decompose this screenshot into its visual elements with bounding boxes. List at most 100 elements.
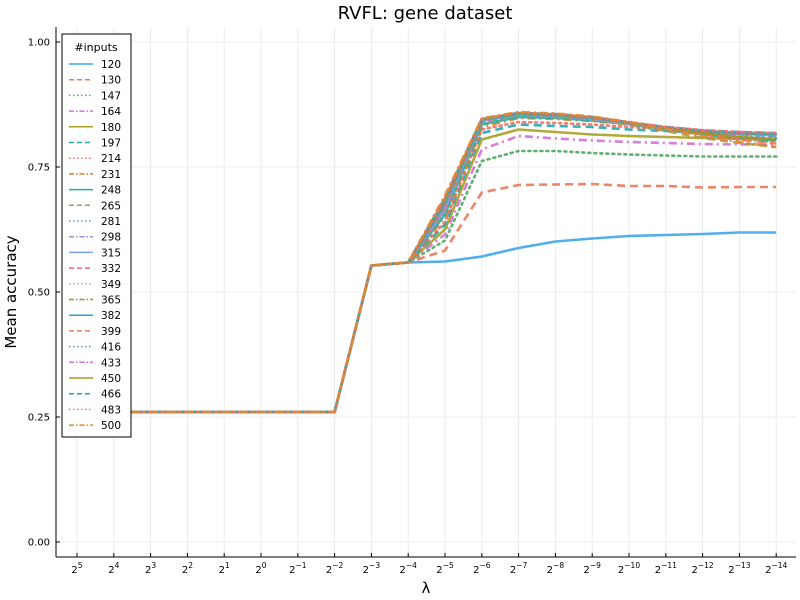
legend-label-382: 382 [101, 310, 121, 322]
x-tick-base: 2 [618, 565, 624, 576]
x-tick-base: 2 [510, 565, 516, 576]
legend-label-147: 147 [101, 90, 121, 102]
x-tick-label: 2−13 [728, 561, 750, 576]
y-axis-label: Mean accuracy [2, 235, 20, 348]
y-tick-label: 0.25 [28, 413, 50, 424]
legend-label-130: 130 [101, 75, 121, 87]
legend-label-214: 214 [101, 153, 121, 165]
x-tick-label: 25 [71, 561, 82, 576]
x-tick-base: 2 [728, 565, 734, 576]
x-tick-base: 2 [108, 565, 114, 576]
legend-label-180: 180 [101, 122, 121, 134]
x-tick-base: 2 [363, 565, 369, 576]
x-tick-base: 2 [655, 565, 661, 576]
y-tick-label: 1.00 [28, 38, 50, 49]
x-tick-base: 2 [289, 565, 295, 576]
x-tick-exponent: −1 [295, 561, 306, 570]
x-tick-base: 2 [547, 565, 553, 576]
legend-label-349: 349 [101, 279, 121, 291]
x-tick-exponent: 1 [225, 561, 230, 570]
x-tick-base: 2 [436, 565, 442, 576]
y-tick-label: 0.75 [28, 163, 50, 174]
x-tick-label: 21 [219, 561, 230, 576]
legend-label-248: 248 [101, 185, 121, 197]
x-tick-label: 2−12 [691, 561, 713, 576]
x-tick-label: 2−3 [363, 561, 381, 576]
x-tick-exponent: −3 [369, 561, 380, 570]
legend-label-466: 466 [101, 389, 121, 401]
x-tick-exponent: 4 [115, 561, 120, 570]
x-tick-label: 2−11 [655, 561, 677, 576]
legend-label-197: 197 [101, 138, 121, 150]
chart-title: RVFL: gene dataset [338, 3, 513, 24]
series-line-483 [75, 111, 778, 414]
x-tick-exponent: 3 [151, 561, 156, 570]
x-tick-label: 2−1 [289, 561, 307, 576]
y-tick-label: 0.50 [28, 288, 50, 299]
x-tick-base: 2 [255, 565, 261, 576]
x-tick-base: 2 [691, 565, 697, 576]
x-tick-exponent: −8 [553, 561, 564, 570]
x-tick-base: 2 [473, 565, 479, 576]
legend-label-416: 416 [101, 342, 121, 354]
x-tick-label: 2−9 [583, 561, 601, 576]
legend-label-450: 450 [101, 373, 121, 385]
x-tick-exponent: −13 [735, 561, 751, 570]
legend-label-399: 399 [101, 326, 121, 338]
x-tick-labels: 25 24 23 22 21 20 2−1 2−2 2−3 2−4 2−5 2−6 2−7 2−8 2−9 2… [71, 553, 788, 576]
x-tick-exponent: −11 [661, 561, 677, 570]
x-tick-label: 2−8 [547, 561, 565, 576]
x-tick-label: 23 [145, 561, 156, 576]
x-tick-base: 2 [182, 565, 188, 576]
legend-label-120: 120 [101, 59, 121, 71]
x-tick-base: 2 [326, 565, 332, 576]
x-tick-base: 2 [145, 565, 151, 576]
x-tick-label: 20 [255, 561, 266, 576]
legend-label-433: 433 [101, 357, 121, 369]
x-tick-base: 2 [219, 565, 225, 576]
x-tick-base: 2 [399, 565, 405, 576]
series-lines [75, 110, 778, 414]
x-tick-base: 2 [71, 565, 77, 576]
legend: #inputs 120 130 147 164 180 197 214 231 248 265 28… [61, 33, 132, 438]
x-tick-exponent: −9 [590, 561, 601, 570]
legend-box [61, 33, 132, 438]
legend-label-315: 315 [101, 247, 121, 259]
x-tick-label: 24 [108, 561, 119, 576]
x-tick-label: 2−5 [436, 561, 454, 576]
series-line-500 [77, 110, 777, 414]
legend-title: #inputs [74, 41, 118, 54]
x-tick-label: 2−14 [765, 561, 787, 576]
x-tick-label: 2−6 [473, 561, 491, 576]
legend-label-164: 164 [101, 106, 121, 118]
x-tick-label: 2−10 [618, 561, 640, 576]
legend-label-483: 483 [101, 404, 121, 416]
y-tick-labels: 0.00 0.25 0.50 0.75 1.00 [28, 38, 60, 549]
grid [56, 27, 796, 557]
legend-label-231: 231 [101, 169, 121, 181]
x-tick-exponent: 0 [262, 561, 267, 570]
x-tick-exponent: −12 [698, 561, 714, 570]
y-tick-label: 0.00 [28, 538, 50, 549]
legend-label-500: 500 [101, 420, 121, 432]
x-tick-label: 2−4 [399, 561, 417, 576]
x-tick-exponent: −7 [516, 561, 527, 570]
series-line-265 [77, 114, 777, 414]
series-line-197 [77, 123, 777, 414]
x-tick-base: 2 [583, 565, 589, 576]
x-tick-exponent: 5 [78, 561, 83, 570]
legend-label-365: 365 [101, 295, 121, 307]
legend-label-265: 265 [101, 200, 121, 212]
x-axis-label: λ [422, 579, 431, 597]
x-tick-label: 22 [182, 561, 193, 576]
x-tick-exponent: −5 [443, 561, 454, 570]
series-line-130 [77, 182, 777, 414]
series-line-164 [77, 134, 777, 414]
x-tick-exponent: −6 [479, 561, 490, 570]
legend-label-298: 298 [101, 232, 121, 244]
x-tick-label: 2−7 [510, 561, 528, 576]
x-tick-exponent: −14 [771, 561, 787, 570]
x-tick-base: 2 [765, 565, 771, 576]
